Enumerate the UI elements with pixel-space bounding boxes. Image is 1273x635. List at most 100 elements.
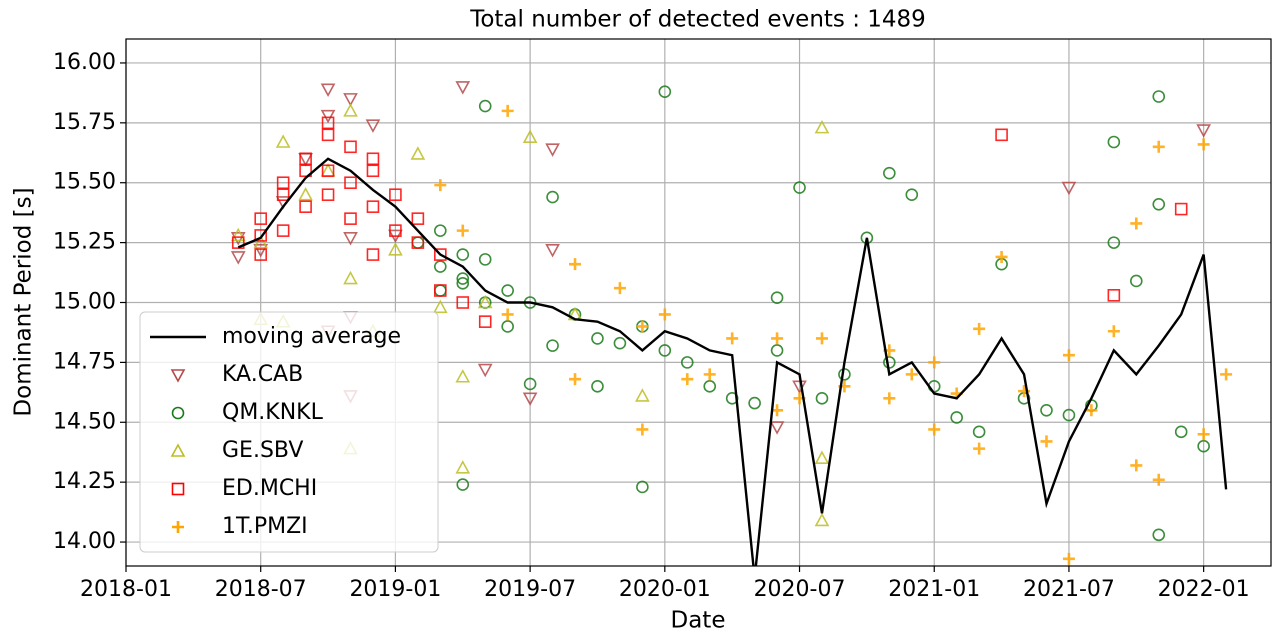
marker	[365, 119, 381, 133]
marker	[366, 200, 380, 213]
marker	[1085, 404, 1098, 417]
marker	[815, 392, 829, 405]
y-tick-label: 14.75	[53, 349, 116, 374]
marker	[170, 369, 186, 383]
marker	[171, 406, 185, 420]
marker	[815, 332, 828, 345]
marker	[434, 179, 447, 192]
marker	[658, 85, 672, 98]
marker	[321, 164, 335, 178]
marker	[434, 284, 447, 297]
marker	[545, 143, 560, 157]
marker	[253, 234, 269, 249]
marker	[477, 294, 493, 309]
marker	[928, 423, 941, 436]
marker	[275, 134, 291, 148]
marker	[1197, 428, 1210, 441]
marker	[366, 248, 380, 261]
marker	[321, 116, 335, 130]
marker	[276, 188, 290, 202]
marker	[276, 224, 290, 237]
marker	[1174, 202, 1188, 216]
x-tick-label: 2020-01	[619, 577, 711, 602]
marker	[344, 212, 357, 225]
marker	[522, 392, 538, 406]
y-tick-label: 16.00	[53, 50, 116, 75]
marker	[1152, 197, 1166, 211]
marker	[434, 248, 447, 261]
legend-label: QM.KNKL	[222, 400, 324, 425]
marker	[636, 320, 649, 333]
marker	[703, 368, 716, 381]
marker	[171, 482, 185, 496]
marker	[455, 369, 471, 383]
marker	[1040, 403, 1053, 417]
marker	[1196, 124, 1211, 138]
marker	[522, 129, 538, 144]
y-tick-label: 15.75	[53, 110, 116, 135]
marker	[477, 363, 493, 378]
axes: 14.00 14.25 14.50 14.75 15.00 15.25 15.50 15.75…	[53, 50, 1250, 602]
marker	[973, 442, 986, 455]
marker	[411, 236, 425, 249]
marker	[973, 322, 986, 335]
marker	[972, 425, 986, 439]
marker	[170, 443, 186, 457]
marker	[1040, 435, 1053, 448]
marker	[1107, 135, 1121, 149]
marker	[1130, 459, 1143, 472]
marker	[1062, 349, 1075, 362]
marker	[591, 380, 604, 393]
legend-label: KA.CAB	[222, 362, 303, 387]
y-tick-label: 15.50	[53, 170, 116, 195]
y-tick-label: 14.25	[53, 469, 116, 494]
marker	[253, 244, 269, 258]
marker	[546, 339, 559, 352]
legend: moving average KA.CAB QM.KNKL GE.SBV ED.MCHI…	[139, 311, 439, 553]
marker	[230, 251, 246, 265]
marker	[1220, 368, 1233, 381]
marker	[434, 224, 447, 237]
marker	[434, 260, 447, 273]
marker	[770, 291, 784, 305]
moving-average-line	[237, 157, 1228, 566]
marker	[366, 164, 380, 178]
marker	[658, 344, 672, 357]
marker	[344, 176, 357, 190]
marker	[636, 480, 649, 494]
marker	[545, 244, 560, 258]
marker	[1152, 528, 1166, 542]
marker	[298, 187, 313, 201]
marker	[501, 308, 514, 321]
marker	[1130, 217, 1143, 230]
marker	[231, 236, 245, 249]
x-tick-label: 2018-07	[215, 577, 307, 602]
marker	[883, 166, 896, 180]
marker	[456, 224, 469, 237]
marker	[389, 188, 402, 202]
marker	[680, 356, 694, 369]
marker	[366, 152, 380, 166]
marker	[456, 277, 470, 290]
marker	[320, 83, 336, 97]
marker	[388, 242, 403, 256]
marker	[456, 272, 470, 285]
marker	[478, 99, 492, 113]
marker	[501, 320, 514, 333]
marker	[299, 200, 312, 213]
marker	[321, 128, 335, 142]
marker	[613, 336, 627, 350]
marker	[769, 421, 785, 435]
marker	[995, 250, 1008, 263]
legend-label: 1T.PMZI	[222, 514, 308, 539]
marker	[1197, 138, 1210, 151]
x-tick-label: 2021-07	[1023, 577, 1115, 602]
marker	[681, 373, 694, 386]
marker	[1107, 325, 1120, 338]
x-tick-label: 2019-01	[349, 577, 441, 602]
marker	[591, 332, 604, 345]
marker	[254, 229, 268, 242]
marker	[172, 521, 184, 533]
marker	[613, 282, 626, 295]
